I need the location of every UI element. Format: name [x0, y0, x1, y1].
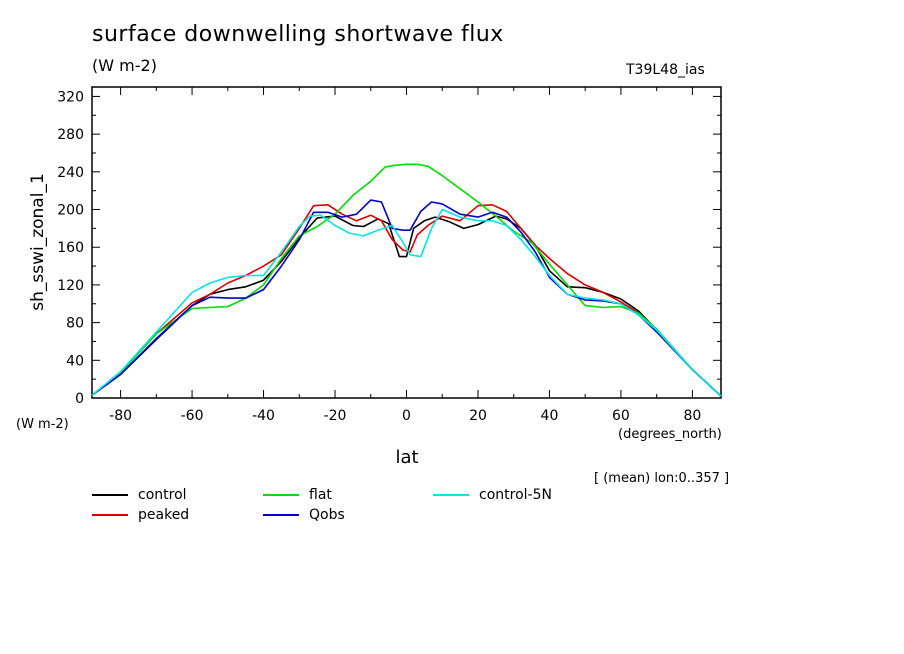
x-tick-label: -40 — [252, 408, 275, 424]
legend-item-peaked: peaked — [92, 507, 189, 523]
chart-title: surface downwelling shortwave flux — [92, 22, 504, 47]
x-axis-title: lat — [395, 447, 418, 468]
legend-item-control-5n: control-5N — [433, 487, 552, 503]
plot-frame — [91, 86, 722, 399]
y-tick-label: 200 — [57, 203, 84, 219]
series-line-control-5n — [91, 208, 722, 397]
y-tick-label: 40 — [66, 353, 84, 369]
legend-label: control — [138, 487, 187, 503]
series-line-qobs — [91, 199, 722, 397]
y-tick-label: 120 — [57, 278, 84, 294]
y-tick-label: 80 — [66, 316, 84, 332]
legend-item-control: control — [92, 487, 187, 503]
legend-label: control-5N — [479, 487, 552, 503]
x-tick-label: 0 — [402, 408, 411, 424]
y-tick-label: 240 — [57, 165, 84, 181]
legend-swatch — [263, 514, 299, 516]
x-tick-label: 20 — [469, 408, 487, 424]
x-tick-label: 80 — [683, 408, 701, 424]
legend-item-qobs: Qobs — [263, 507, 345, 523]
legend-swatch — [92, 514, 128, 516]
legend-label: flat — [309, 487, 332, 503]
axes: -80 -60 -40 -20 0 20 40 60 80 0 40 80 120 160 200 240 28… — [57, 87, 721, 424]
x-tick-label: -80 — [109, 408, 132, 424]
mean-note: [ (mean) lon:0..357 ] — [594, 471, 729, 486]
chart-units: (W m-2) — [92, 56, 157, 75]
x-tick-label: -20 — [324, 408, 347, 424]
series-line-peaked — [91, 204, 722, 397]
x-unit-label: (degrees_north) — [618, 427, 722, 442]
y-axis-title: sh_sswi_zonal_1 — [28, 173, 48, 311]
x-tick-label: -60 — [181, 408, 204, 424]
legend-label: peaked — [138, 507, 190, 523]
legend-swatch — [433, 494, 469, 496]
legend-label: Qobs — [309, 507, 345, 523]
series-lines — [91, 163, 722, 397]
y-tick-label: 160 — [57, 240, 84, 256]
x-tick-label: 40 — [541, 408, 559, 424]
legend-swatch — [263, 494, 299, 496]
y-tick-label: 280 — [57, 127, 84, 143]
y-tick-label: 0 — [75, 391, 84, 407]
experiment-label: T39L48_ias — [626, 62, 705, 78]
y-unit-label: (W m-2) — [16, 417, 69, 432]
series-line-control — [91, 215, 722, 397]
legend-swatch — [92, 494, 128, 496]
x-tick-label: 60 — [612, 408, 630, 424]
y-tick-label: 320 — [57, 89, 84, 105]
series-line-flat — [91, 163, 722, 397]
legend-item-flat: flat — [263, 487, 332, 503]
